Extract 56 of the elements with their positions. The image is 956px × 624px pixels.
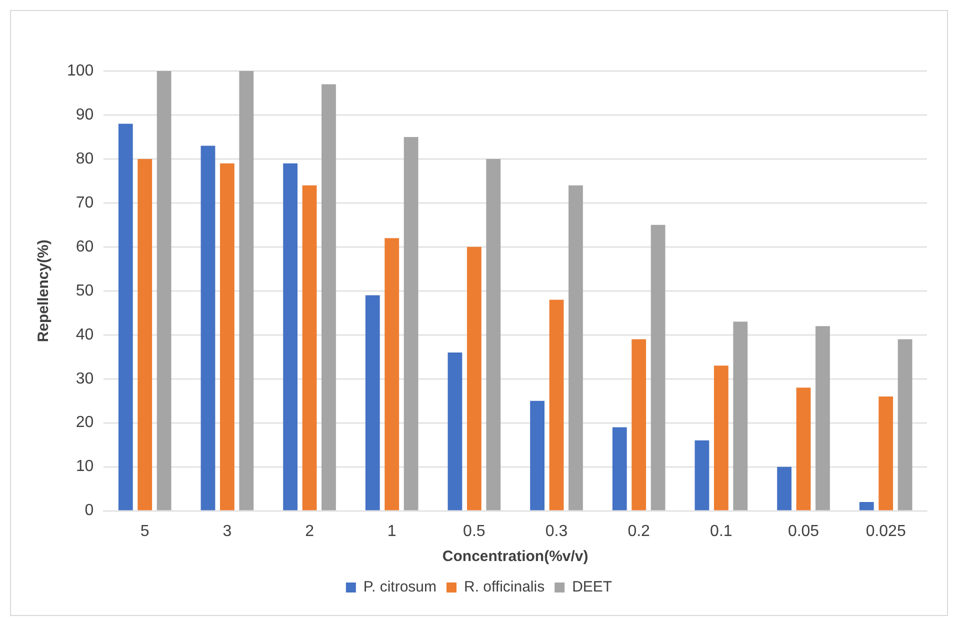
x-tick-label: 0.5 xyxy=(463,522,486,540)
bar xyxy=(448,352,462,510)
bar xyxy=(632,339,646,510)
x-tick-label: 5 xyxy=(140,522,150,540)
bar xyxy=(530,400,545,510)
legend-label: P. citrosum xyxy=(363,578,437,596)
x-tick-label: 0.3 xyxy=(545,522,568,540)
x-tick-label: 3 xyxy=(222,522,232,540)
legend-label: R. officinalis xyxy=(464,578,545,596)
legend-label: DEET xyxy=(572,578,612,596)
bar xyxy=(404,136,418,510)
y-tick-label: 90 xyxy=(76,106,94,124)
bar xyxy=(733,322,748,510)
y-tick-label: 100 xyxy=(66,62,94,80)
x-tick-label: 0.2 xyxy=(628,522,650,540)
x-tick-label: 2 xyxy=(305,522,314,540)
x-tick-label: 0.05 xyxy=(788,522,820,540)
bar xyxy=(466,246,482,510)
bar xyxy=(200,146,216,510)
bar xyxy=(796,388,811,510)
bar xyxy=(118,124,133,510)
bar xyxy=(549,300,564,510)
y-tick-label: 60 xyxy=(76,238,94,256)
bar xyxy=(156,71,172,510)
bar xyxy=(859,502,874,510)
y-tick-label: 10 xyxy=(76,458,94,476)
x-tick-label: 1 xyxy=(387,522,396,540)
bar xyxy=(777,466,792,510)
y-tick-label: 70 xyxy=(76,194,94,212)
bar xyxy=(694,440,710,510)
x-axis-title: Concentration(%v/v) xyxy=(442,548,588,566)
bar xyxy=(138,158,152,510)
bar xyxy=(365,295,380,510)
x-tick-label: 0.025 xyxy=(866,522,906,540)
bar xyxy=(384,238,400,510)
bar xyxy=(612,427,627,510)
bar xyxy=(302,185,317,510)
bar xyxy=(878,396,894,510)
bar xyxy=(650,224,666,510)
bar xyxy=(283,163,298,510)
y-axis-title: Repellency(%) xyxy=(35,240,52,342)
bar xyxy=(714,366,728,510)
y-tick-label: 30 xyxy=(76,370,94,388)
x-tick-label: 0.1 xyxy=(710,522,732,540)
bar xyxy=(220,163,234,510)
bar xyxy=(898,339,912,510)
y-tick-label: 50 xyxy=(76,282,94,300)
bar xyxy=(322,84,336,510)
bar xyxy=(568,185,583,510)
y-tick-label: 40 xyxy=(76,326,94,344)
bar xyxy=(239,71,254,510)
y-tick-label: 20 xyxy=(76,414,94,432)
bar xyxy=(486,158,501,510)
bar xyxy=(816,326,830,510)
y-tick-label: 0 xyxy=(84,502,94,520)
y-tick-label: 80 xyxy=(76,150,94,168)
